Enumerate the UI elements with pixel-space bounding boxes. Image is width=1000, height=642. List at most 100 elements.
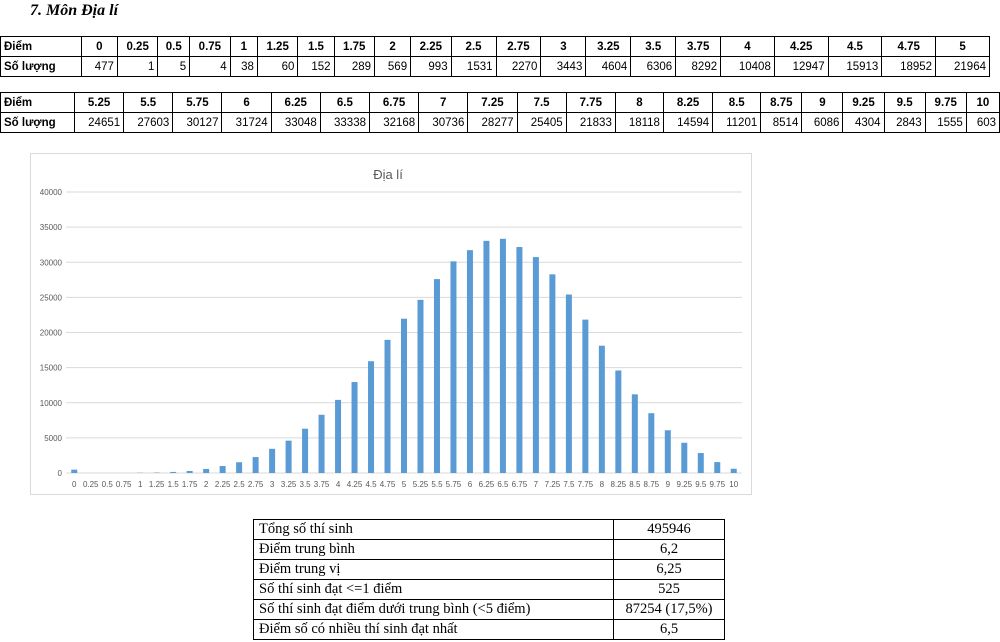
x-tick-label: 6.25 xyxy=(479,480,495,489)
table-cell: 1.5 xyxy=(297,36,335,57)
table-cell: Điểm số có nhiều thí sinh đạt nhất xyxy=(253,619,614,640)
table-cell: 2 xyxy=(373,36,412,57)
summary-table: Tổng số thí sinh 495946 Điểm trung bình 6,2… xyxy=(253,519,725,640)
bar xyxy=(730,468,737,473)
x-tick-label: 9 xyxy=(666,480,671,489)
y-tick-label: 10000 xyxy=(40,399,63,408)
bar xyxy=(269,448,276,473)
table-cell: 6 xyxy=(221,92,272,113)
table-cell: 7.5 xyxy=(516,92,567,113)
y-tick-label: 30000 xyxy=(40,258,63,267)
table-cell: 8 xyxy=(614,92,664,113)
table-cell: 2843 xyxy=(883,112,926,133)
table-cell: 31724 xyxy=(221,112,272,133)
bar xyxy=(615,370,622,473)
table-cell: 569 xyxy=(373,56,412,77)
bar xyxy=(631,394,638,473)
x-tick-label: 4.25 xyxy=(347,480,363,489)
x-tick-label: 1 xyxy=(138,480,143,489)
table-row: Điểm số có nhiều thí sinh đạt nhất 6,5 xyxy=(253,619,725,640)
table-cell: 4 xyxy=(720,36,775,57)
table-row: Số lượng 477 1 5 4 38 60 152 289 569 993 1531 2270 34… xyxy=(0,56,990,77)
table-row: Số lượng 24651 27603 30127 31724 33048 33338 32… xyxy=(0,112,1000,133)
bar xyxy=(285,440,292,473)
x-tick-label: 2.5 xyxy=(234,480,246,489)
table-row: Số thí sinh đạt <=1 điểm 525 xyxy=(253,579,725,600)
table-cell: 10408 xyxy=(720,56,775,77)
table-cell: Tổng số thí sinh xyxy=(253,519,614,540)
table-cell: 18118 xyxy=(614,112,664,133)
table-cell: 3.25 xyxy=(585,36,632,57)
table-cell: 1 xyxy=(229,36,258,57)
x-tick-label: 8.25 xyxy=(611,480,627,489)
score-table: Điểm 5.25 5.5 5.75 6 6.25 6.5 6.75 7 7.25 7.5 7.75 8… xyxy=(0,92,1000,133)
table-cell: 603 xyxy=(965,112,1000,133)
heading: 7. Môn Địa lí xyxy=(30,2,119,19)
table-cell: 9.5 xyxy=(883,92,926,113)
table-cell: 525 xyxy=(613,579,725,600)
table-cell: 477 xyxy=(80,56,118,77)
table-cell: 4304 xyxy=(842,112,885,133)
bar xyxy=(170,471,177,473)
x-tick-label: 5.5 xyxy=(431,480,443,489)
table-row: Tổng số thí sinh 495946 xyxy=(253,519,725,540)
table-cell: Điểm xyxy=(0,92,75,113)
table-cell: 30736 xyxy=(418,112,469,133)
table-cell: 495946 xyxy=(613,519,725,540)
x-tick-label: 0.5 xyxy=(102,480,114,489)
table-cell: 24651 xyxy=(73,112,125,133)
x-tick-label: 0 xyxy=(72,480,77,489)
table-cell: 1 xyxy=(116,56,159,77)
y-tick-label: 20000 xyxy=(40,329,63,338)
bar xyxy=(516,247,523,473)
x-tick-label: 1.25 xyxy=(149,480,165,489)
table-cell: 7.75 xyxy=(565,92,616,113)
x-tick-label: 2.25 xyxy=(215,480,231,489)
bar xyxy=(450,261,457,473)
bar xyxy=(401,318,407,473)
table-cell: Số thí sinh đạt điểm dưới trung bình (<5… xyxy=(253,599,614,620)
bar xyxy=(466,250,473,473)
table-cell: 993 xyxy=(410,56,452,77)
x-tick-label: 3.25 xyxy=(281,480,297,489)
bar xyxy=(549,274,556,473)
table-cell: 1555 xyxy=(924,112,967,133)
table-cell: 33048 xyxy=(270,112,321,133)
table-cell: Điểm trung vị xyxy=(253,559,614,580)
table-cell: Số lượng xyxy=(0,112,75,133)
bar xyxy=(318,414,325,473)
y-tick-label: 35000 xyxy=(40,223,63,232)
y-tick-label: 25000 xyxy=(40,293,63,302)
table-cell: 5.25 xyxy=(73,92,125,113)
x-tick-label: 5 xyxy=(402,480,407,489)
bar xyxy=(648,413,655,473)
y-tick-label: 40000 xyxy=(40,188,63,197)
table-cell: 7 xyxy=(418,92,469,113)
bar xyxy=(203,469,210,473)
table-cell: 7.25 xyxy=(467,92,518,113)
table-cell: 5.5 xyxy=(123,92,174,113)
table-cell: Điểm xyxy=(0,36,82,57)
table-cell: 14594 xyxy=(662,112,714,133)
x-tick-label: 0.25 xyxy=(83,480,99,489)
chart-frame xyxy=(30,153,752,495)
table-cell: 10 xyxy=(965,92,1000,113)
bar xyxy=(252,457,259,473)
bar xyxy=(219,466,226,473)
bar xyxy=(532,257,539,473)
table-cell: 4.75 xyxy=(881,36,937,57)
bar xyxy=(433,279,440,473)
table-cell: 289 xyxy=(333,56,375,77)
x-tick-label: 7 xyxy=(534,480,539,489)
table-row: Số thí sinh đạt điểm dưới trung bình (<5… xyxy=(253,599,725,620)
table-cell: 6,2 xyxy=(613,539,725,560)
table-cell: 6.25 xyxy=(270,92,321,113)
chart-title: Địa lí xyxy=(373,167,403,182)
table-cell: 18952 xyxy=(881,56,937,77)
bar xyxy=(368,361,375,473)
bar xyxy=(598,345,605,473)
table-row: Điểm trung vị 6,25 xyxy=(253,559,725,580)
table-cell: 2270 xyxy=(495,56,542,77)
table-cell: 21964 xyxy=(935,56,990,77)
table-cell: 2.5 xyxy=(450,36,497,57)
